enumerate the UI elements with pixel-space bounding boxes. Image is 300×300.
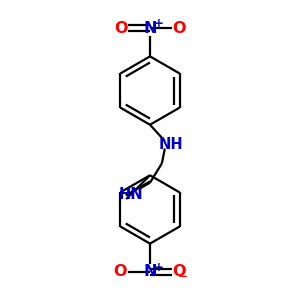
Text: +: + [153,261,163,274]
Text: O: O [113,264,127,279]
Text: O: O [114,21,128,36]
Text: N: N [143,264,157,279]
Text: +: + [153,16,163,30]
Text: O: O [172,21,186,36]
Text: NH: NH [158,136,183,152]
Text: N: N [143,21,157,36]
Text: HN: HN [118,187,143,202]
Text: O: O [172,264,186,279]
Text: −: − [178,270,188,283]
